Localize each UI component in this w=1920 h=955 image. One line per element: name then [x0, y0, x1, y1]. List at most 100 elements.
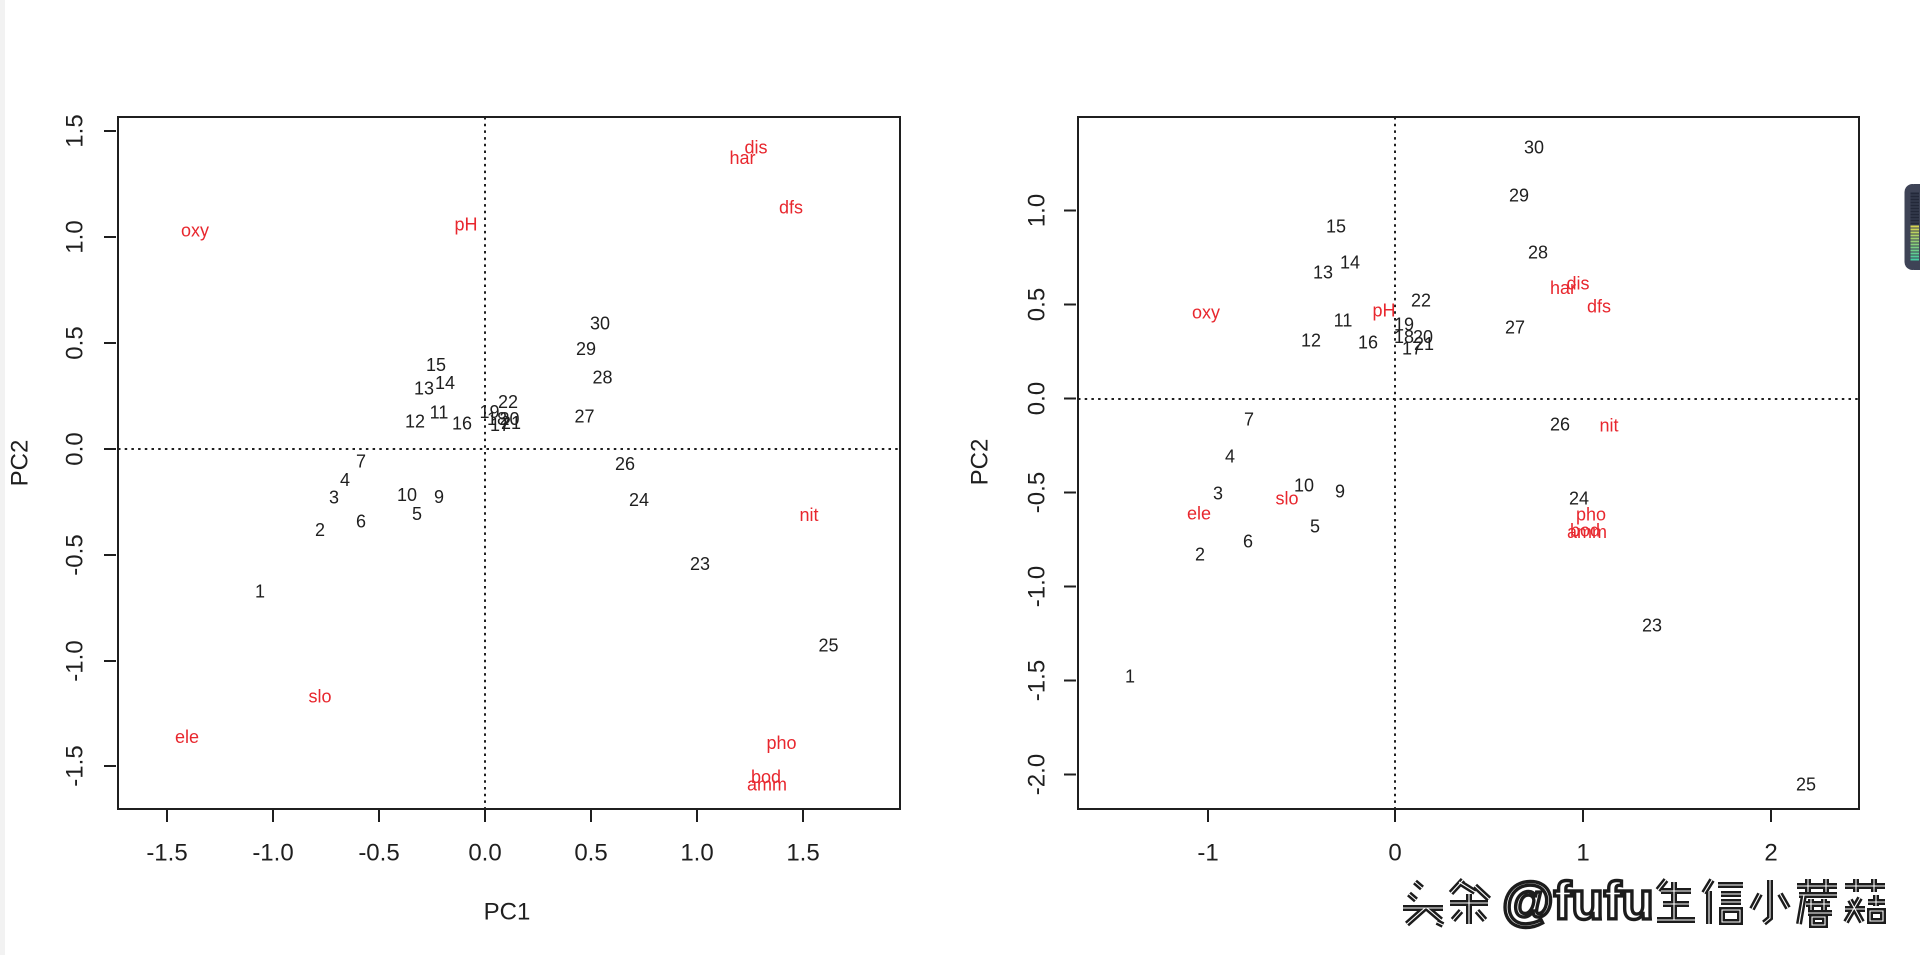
svg-text:1.5: 1.5 — [786, 840, 819, 867]
svg-text:29: 29 — [576, 339, 596, 359]
svg-text:0.5: 0.5 — [574, 840, 607, 867]
svg-text:22: 22 — [498, 392, 518, 412]
svg-text:1.0: 1.0 — [680, 840, 713, 867]
svg-text:oxy: oxy — [181, 220, 209, 240]
svg-text:4: 4 — [340, 470, 350, 490]
svg-text:slo: slo — [1275, 488, 1298, 508]
svg-text:dfs: dfs — [1587, 296, 1611, 316]
svg-text:-1.5: -1.5 — [146, 840, 187, 867]
svg-text:26: 26 — [615, 454, 635, 474]
svg-text:dis: dis — [744, 137, 767, 157]
svg-text:-1.5: -1.5 — [1024, 660, 1051, 701]
svg-text:18: 18 — [487, 409, 507, 429]
svg-text:nit: nit — [1599, 415, 1618, 435]
svg-text:har: har — [729, 148, 755, 168]
svg-text:21: 21 — [501, 413, 521, 433]
svg-text:12: 12 — [405, 411, 425, 431]
svg-text:pH: pH — [454, 214, 477, 234]
svg-text:30: 30 — [590, 313, 610, 333]
svg-text:0.5: 0.5 — [62, 326, 89, 359]
svg-text:-1.0: -1.0 — [62, 640, 89, 681]
svg-text:6: 6 — [356, 511, 366, 531]
svg-text:@fufu: @fufu — [1502, 872, 1654, 931]
svg-text:11: 11 — [1334, 310, 1353, 330]
svg-text:pho: pho — [1576, 504, 1606, 524]
svg-text:29: 29 — [1509, 185, 1529, 205]
svg-text:12: 12 — [1301, 330, 1321, 350]
svg-text:20: 20 — [1413, 327, 1433, 347]
svg-text:5: 5 — [412, 504, 422, 524]
svg-text:17: 17 — [490, 415, 510, 435]
svg-text:5: 5 — [1310, 516, 1320, 536]
svg-text:1: 1 — [1576, 840, 1589, 867]
svg-text:pho: pho — [766, 733, 796, 753]
svg-text:17: 17 — [1402, 338, 1422, 358]
svg-text:0.0: 0.0 — [1024, 382, 1051, 415]
svg-text:1.5: 1.5 — [62, 114, 89, 147]
svg-text:4: 4 — [1225, 446, 1235, 466]
svg-text:11: 11 — [430, 402, 449, 422]
svg-text:9: 9 — [1335, 481, 1345, 501]
svg-text:13: 13 — [414, 378, 434, 398]
svg-text:2: 2 — [1195, 544, 1205, 564]
svg-text:dis: dis — [1566, 273, 1589, 293]
svg-text:22: 22 — [1411, 290, 1431, 310]
svg-text:7: 7 — [356, 451, 366, 471]
svg-text:nit: nit — [799, 505, 818, 525]
svg-text:18: 18 — [1394, 327, 1414, 347]
svg-text:20: 20 — [499, 409, 519, 429]
svg-text:15: 15 — [426, 355, 446, 375]
svg-text:23: 23 — [1642, 615, 1662, 635]
svg-text:1.0: 1.0 — [62, 220, 89, 253]
svg-text:-1: -1 — [1197, 840, 1218, 867]
svg-text:0.0: 0.0 — [468, 840, 501, 867]
svg-text:6: 6 — [1243, 531, 1253, 551]
svg-text:7: 7 — [1244, 409, 1254, 429]
svg-text:1: 1 — [1125, 666, 1135, 686]
svg-text:0.5: 0.5 — [1024, 288, 1051, 321]
svg-text:0: 0 — [1388, 840, 1401, 867]
svg-text:-2.0: -2.0 — [1024, 754, 1051, 795]
svg-text:ele: ele — [1187, 503, 1211, 523]
svg-text:13: 13 — [1313, 262, 1333, 282]
svg-text:10: 10 — [397, 485, 417, 505]
svg-text:PC1: PC1 — [484, 899, 531, 926]
svg-text:pH: pH — [1372, 300, 1395, 320]
svg-text:bod: bod — [1570, 520, 1600, 540]
svg-text:PC2: PC2 — [967, 439, 994, 486]
svg-text:3: 3 — [329, 487, 339, 507]
svg-text:16: 16 — [452, 413, 472, 433]
svg-text:19: 19 — [1394, 314, 1414, 334]
svg-text:27: 27 — [574, 406, 594, 426]
svg-text:-1.5: -1.5 — [62, 745, 89, 786]
svg-text:2: 2 — [1764, 840, 1777, 867]
svg-text:dfs: dfs — [779, 197, 803, 217]
svg-text:21: 21 — [1414, 334, 1434, 354]
svg-text:-1.0: -1.0 — [1024, 566, 1051, 607]
svg-text:19: 19 — [479, 402, 499, 422]
svg-text:23: 23 — [690, 554, 710, 574]
svg-text:3: 3 — [1213, 483, 1223, 503]
svg-text:0.0: 0.0 — [62, 432, 89, 465]
svg-text:10: 10 — [1294, 475, 1314, 495]
svg-text:26: 26 — [1550, 414, 1570, 434]
svg-text:1: 1 — [255, 581, 265, 601]
svg-text:9: 9 — [434, 487, 444, 507]
svg-text:24: 24 — [629, 490, 649, 510]
svg-text:16: 16 — [1358, 332, 1378, 352]
svg-text:PC2: PC2 — [7, 440, 34, 487]
svg-text:har: har — [1550, 278, 1576, 298]
svg-text:25: 25 — [818, 635, 838, 655]
svg-text:amm: amm — [1567, 522, 1607, 542]
svg-text:2: 2 — [315, 520, 325, 540]
svg-text:27: 27 — [1505, 317, 1525, 337]
svg-text:28: 28 — [1528, 242, 1548, 262]
svg-text:14: 14 — [1340, 252, 1360, 272]
svg-text:amm: amm — [747, 774, 787, 794]
svg-text:15: 15 — [1326, 216, 1346, 236]
svg-text:14: 14 — [435, 373, 455, 393]
svg-text:30: 30 — [1524, 137, 1544, 157]
svg-text:-0.5: -0.5 — [62, 534, 89, 575]
svg-text:-0.5: -0.5 — [358, 840, 399, 867]
svg-text:25: 25 — [1796, 774, 1816, 794]
